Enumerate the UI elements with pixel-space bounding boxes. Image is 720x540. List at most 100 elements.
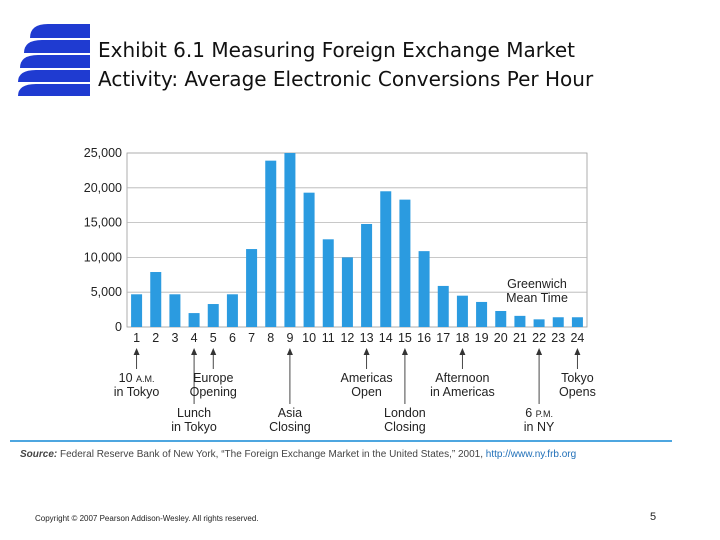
bar-hour-17: [437, 285, 449, 327]
y-tick-label: 20,000: [84, 181, 122, 195]
annotation-label: in NY: [524, 420, 555, 434]
logo: [18, 24, 90, 96]
source-link[interactable]: http://www.ny.frb.org: [485, 449, 577, 460]
bar-hour-24: [571, 317, 583, 327]
bar-hour-7: [246, 249, 258, 327]
bar-hour-20: [495, 310, 507, 327]
x-tick-label: 1: [133, 331, 140, 345]
x-tick-label: 5: [210, 331, 217, 345]
source-text: Federal Reserve Bank of New York, “The F…: [57, 449, 486, 460]
logo-stripe: [18, 70, 90, 82]
x-tick-label: 24: [570, 331, 584, 345]
annotation-label: in Tokyo: [114, 385, 160, 399]
annotation-label: in Americas: [430, 385, 495, 399]
bar-hour-18: [456, 295, 468, 327]
annotation-label: Afternoon: [435, 371, 489, 385]
annotation-arrow-head: [191, 348, 198, 355]
title-line-1: Exhibit 6.1 Measuring Foreign Exchange M…: [98, 38, 575, 62]
x-tick-label: 21: [513, 331, 527, 345]
x-tick-label: 15: [398, 331, 412, 345]
bar-hour-23: [552, 317, 564, 327]
page-number: 5: [650, 511, 657, 523]
annotation-label: Open: [351, 385, 382, 399]
logo-stripe: [20, 55, 90, 68]
bar-hour-6: [226, 294, 238, 327]
annotation-arrow-head: [536, 348, 543, 355]
annotation-label: Closing: [384, 420, 426, 434]
annotation-arrow-head: [210, 348, 217, 355]
bar-hour-5: [207, 304, 219, 327]
bar-hour-11: [322, 239, 334, 327]
bar-hour-14: [380, 191, 392, 327]
y-tick-label: 5,000: [91, 285, 122, 299]
annotation-arrow-head: [363, 348, 370, 355]
y-tick-label: 25,000: [84, 146, 122, 160]
annotation-arrow-head: [133, 348, 140, 355]
bar-hour-12: [341, 257, 353, 327]
annotation-label: London: [384, 406, 426, 420]
annotation-hour-22: 6 P.M.in NY: [524, 348, 555, 434]
bar-hour-13: [361, 223, 373, 327]
x-tick-label: 20: [494, 331, 508, 345]
annotation-label: Americas: [341, 371, 393, 385]
logo-stripe: [30, 24, 90, 38]
annotation-arrow-head: [574, 348, 581, 355]
bar-hour-22: [533, 319, 545, 327]
logo-stripe: [18, 84, 90, 96]
x-tick-label: 4: [191, 331, 198, 345]
annotation-label: Lunch: [177, 406, 211, 420]
x-tick-label: 17: [436, 331, 450, 345]
x-axis-ticks: 1 2 3 4 5 6 7 8 9 10 11 12 13 14 15 16 17 18 19 20 21 22 23 24: [133, 331, 584, 345]
bar-hour-19: [476, 301, 488, 327]
bar-hour-15: [399, 199, 411, 327]
copyright: Copyright © 2007 Pearson Addison-Wesley.…: [35, 514, 259, 523]
bar-hour-1: [131, 294, 143, 327]
x-tick-label: 7: [248, 331, 255, 345]
bar-hour-21: [514, 315, 526, 327]
annotation-arrow-head: [401, 348, 408, 355]
annotation-label: Opening: [190, 385, 237, 399]
annotation-arrow-head: [459, 348, 466, 355]
chart-bars: [131, 153, 583, 327]
annotation-label: 6 P.M.: [525, 406, 553, 420]
x-tick-label: 11: [322, 331, 335, 345]
x-tick-label: 10: [302, 331, 316, 345]
y-tick-label: 15,000: [84, 216, 122, 230]
x-tick-label: 13: [360, 331, 374, 345]
plot-frame: [126, 152, 588, 328]
bar-hour-8: [265, 160, 277, 327]
source-divider: [10, 440, 672, 442]
bar-hour-9: [284, 153, 296, 327]
logo-stripes: [18, 24, 90, 96]
annotation-hour-1: 10 A.M.in Tokyo: [114, 348, 160, 399]
annotation-label: 10 A.M.: [119, 371, 155, 385]
logo-stripe: [24, 40, 90, 53]
y-axis-ticks: 0 5,000 10,000 15,000 20,000 25,000: [84, 146, 122, 334]
annotation-label: Europe: [193, 371, 233, 385]
x-tick-label: 19: [475, 331, 489, 345]
x-tick-label: 23: [551, 331, 565, 345]
x-tick-label: 3: [171, 331, 178, 345]
bar-hour-3: [169, 294, 181, 327]
chart-grid: [126, 152, 588, 328]
x-tick-label: 22: [532, 331, 546, 345]
x-tick-label: 9: [286, 331, 293, 345]
bar-hour-4: [188, 313, 200, 327]
annotation-arrow-head: [286, 348, 293, 355]
source-label: Source:: [20, 449, 58, 460]
y-tick-label: 10,000: [84, 250, 122, 264]
x-tick-label: 8: [267, 331, 274, 345]
axis-title-line: Mean Time: [506, 291, 568, 305]
slide-title: Exhibit 6.1 Measuring Foreign Exchange M…: [98, 36, 698, 94]
x-tick-label: 6: [229, 331, 236, 345]
